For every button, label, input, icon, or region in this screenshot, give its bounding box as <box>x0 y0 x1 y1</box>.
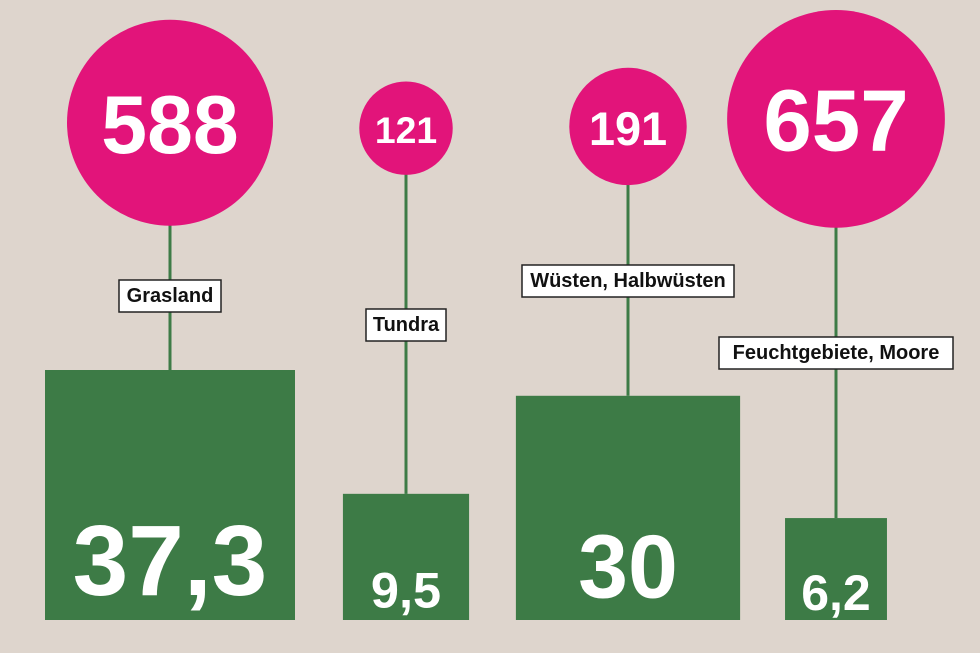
category-label-0: Grasland <box>127 285 214 307</box>
circle-value-2: 191 <box>589 102 667 155</box>
square-1 <box>342 493 470 620</box>
circle-value-1: 121 <box>375 109 437 151</box>
category-box-2 <box>521 264 735 298</box>
category-box-3 <box>718 336 954 370</box>
circle-3 <box>727 10 945 228</box>
circle-0 <box>67 19 273 226</box>
square-3 <box>785 518 887 620</box>
circle-value-0: 588 <box>101 79 238 171</box>
square-0 <box>45 370 295 620</box>
category-box-0 <box>118 279 222 313</box>
category-label-3: Feuchtgebiete, Moore <box>733 342 940 364</box>
category-label-1: Tundra <box>373 314 440 336</box>
circle-value-3: 657 <box>763 72 908 169</box>
circle-2 <box>569 67 687 186</box>
square-value-2: 30 <box>578 518 678 618</box>
circle-1 <box>359 81 453 175</box>
square-2 <box>515 395 741 620</box>
category-label-2: Wüsten, Halbwüsten <box>530 270 726 292</box>
square-value-3: 6,2 <box>801 565 871 621</box>
category-box-1 <box>365 308 447 342</box>
square-value-0: 37,3 <box>73 505 268 617</box>
square-value-1: 9,5 <box>371 561 441 618</box>
